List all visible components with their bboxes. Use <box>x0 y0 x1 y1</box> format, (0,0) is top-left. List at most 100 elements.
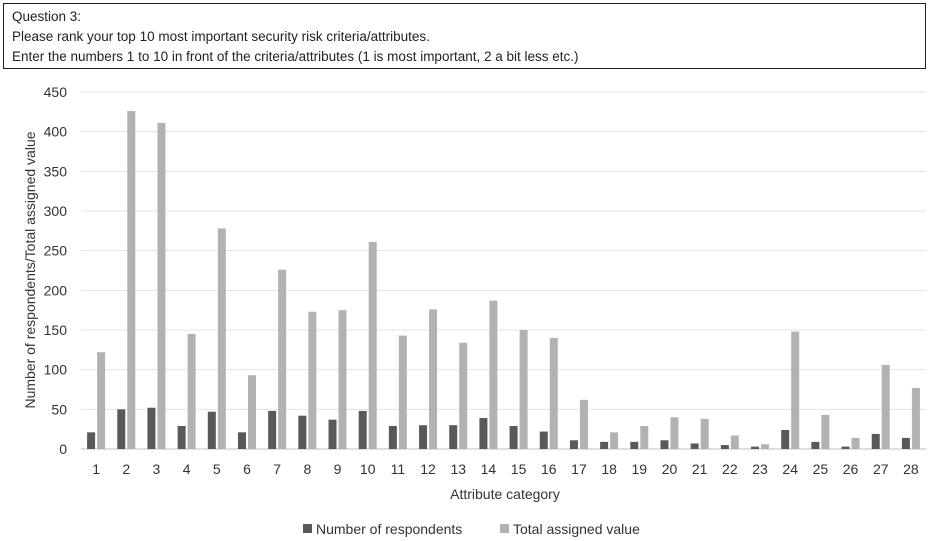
legend-label-total: Total assigned value <box>513 521 640 537</box>
x-tick-label: 26 <box>843 461 859 477</box>
legend-swatch-total <box>500 524 509 533</box>
bar-total-value <box>398 335 407 449</box>
question-heading: Question 3: <box>12 9 82 24</box>
bar-total-value <box>761 444 770 449</box>
x-tick-label: 12 <box>420 461 436 477</box>
x-tick-label: 9 <box>334 461 342 477</box>
bar-respondents <box>268 410 277 449</box>
x-tick-label: 20 <box>662 461 678 477</box>
bar-total-value <box>911 387 920 449</box>
bar-respondents <box>479 418 488 449</box>
bar-respondents <box>781 429 790 449</box>
x-tick-label: 16 <box>541 461 557 477</box>
x-tick-label: 8 <box>303 461 311 477</box>
bar-respondents <box>117 409 126 449</box>
bar-total-value <box>338 310 347 449</box>
bar-respondents <box>811 441 820 449</box>
x-axis-title: Attribute category <box>450 486 560 502</box>
x-tick-label: 6 <box>243 461 251 477</box>
bar-respondents <box>690 443 699 449</box>
bar-total-value <box>851 437 860 449</box>
bar-total-value <box>791 331 800 449</box>
x-tick-label: 14 <box>481 461 497 477</box>
bar-respondents <box>358 410 367 449</box>
bar-respondents <box>630 441 639 449</box>
x-tick-label: 18 <box>601 461 617 477</box>
bar-total-value <box>97 352 106 449</box>
bar-total-value <box>308 311 317 449</box>
y-tick-label: 100 <box>44 362 68 378</box>
bar-respondents <box>237 432 246 449</box>
question-line-2: Enter the numbers 1 to 10 in front of th… <box>12 49 579 64</box>
question-box: Question 3: Please rank your top 10 most… <box>3 3 926 69</box>
y-axis-ticks: 0 50 100 150 200 250 300 350 400 450 <box>44 84 68 457</box>
bar-respondents <box>569 440 578 449</box>
bar-respondents <box>87 432 96 449</box>
x-tick-label: 22 <box>722 461 738 477</box>
legend: Number of respondents Total assigned val… <box>303 521 640 537</box>
bar-respondents <box>147 407 156 449</box>
bar-respondents <box>539 431 548 449</box>
x-tick-label: 27 <box>873 461 889 477</box>
bar-respondents <box>509 425 518 449</box>
bar-total-value <box>881 364 890 449</box>
bar-respondents <box>419 425 428 449</box>
bar-total-value <box>217 228 226 449</box>
bar-respondents <box>841 446 850 449</box>
bar-respondents <box>871 433 880 449</box>
y-tick-label: 200 <box>44 282 68 298</box>
bar-respondents <box>751 446 760 449</box>
bar-total-value <box>549 337 558 449</box>
bar-total-value <box>187 333 196 449</box>
x-tick-label: 17 <box>571 461 587 477</box>
x-tick-label: 19 <box>632 461 648 477</box>
x-tick-label: 10 <box>360 461 376 477</box>
x-tick-label: 23 <box>752 461 768 477</box>
legend-label-respondents: Number of respondents <box>316 521 462 537</box>
y-tick-label: 300 <box>44 203 68 219</box>
x-tick-label: 24 <box>782 461 798 477</box>
bar-total-value <box>821 414 830 449</box>
y-tick-label: 450 <box>44 84 68 100</box>
x-tick-label: 25 <box>813 461 829 477</box>
bar-total-value <box>459 342 468 449</box>
y-tick-label: 50 <box>51 401 67 417</box>
question-line-1: Please rank your top 10 most important s… <box>12 29 430 44</box>
bar-total-value <box>670 417 679 449</box>
bar-respondents <box>177 425 186 449</box>
bar-respondents <box>449 425 458 449</box>
x-tick-label: 11 <box>391 461 406 477</box>
bar-total-value <box>429 309 438 449</box>
x-tick-label: 7 <box>273 461 281 477</box>
x-axis-ticks: 1 2 3 4 5 6 7 8 9 10 11 12 13 14 15 16 17 18 19 20 21 22 23 24 2… <box>92 461 919 477</box>
x-tick-label: 13 <box>450 461 466 477</box>
bar-respondents <box>720 445 729 449</box>
y-tick-label: 250 <box>44 243 68 259</box>
bar-total-value <box>368 241 377 449</box>
bar-total-value <box>247 375 256 449</box>
x-tick-label: 28 <box>903 461 919 477</box>
bar-respondents <box>207 411 216 449</box>
bar-total-value <box>700 418 709 449</box>
bar-respondents <box>600 441 609 449</box>
x-tick-label: 3 <box>153 461 161 477</box>
y-tick-label: 400 <box>44 124 68 140</box>
bar-respondents <box>901 437 910 449</box>
bar-respondents <box>298 415 307 449</box>
bar-total-value <box>730 435 739 449</box>
bar-total-value <box>278 269 287 449</box>
y-tick-label: 0 <box>59 441 67 457</box>
bar-respondents <box>660 440 669 449</box>
bar-total-value <box>519 330 528 449</box>
x-tick-label: 1 <box>92 461 100 477</box>
bar-total-value <box>640 425 649 449</box>
bars <box>87 111 920 449</box>
x-tick-label: 21 <box>692 461 708 477</box>
bar-total-value <box>157 122 166 449</box>
y-tick-label: 350 <box>44 163 68 179</box>
bar-respondents <box>328 419 337 449</box>
gridlines <box>81 91 926 450</box>
x-tick-label: 4 <box>183 461 191 477</box>
bar-total-value <box>127 111 136 449</box>
